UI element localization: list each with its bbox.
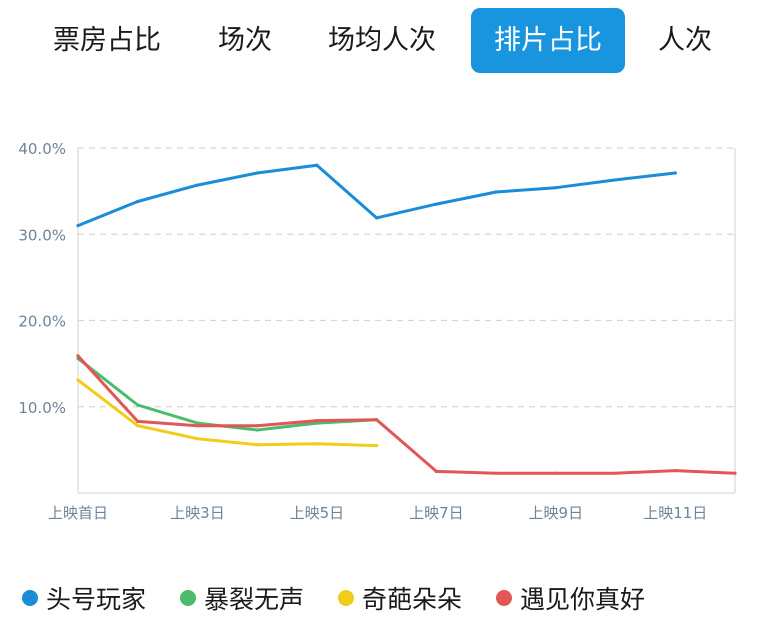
x-tick-label: 上映3日 (170, 504, 225, 522)
tab-screenings[interactable]: 场次 (218, 25, 272, 56)
data-point (434, 202, 438, 206)
tab-screening-share[interactable]: 排片占比 (471, 8, 625, 73)
data-point (733, 471, 737, 475)
data-point (136, 403, 140, 407)
data-point (375, 216, 379, 220)
series-line-3 (76, 378, 379, 448)
x-tick-label: 上映11日 (643, 504, 707, 522)
data-point (255, 443, 259, 447)
legend-label: 奇葩朵朵 (362, 585, 463, 614)
y-tick-label: 20.0% (18, 313, 66, 331)
tab-attendance[interactable]: 人次 (658, 25, 712, 56)
data-point (315, 421, 319, 425)
data-point (554, 186, 558, 190)
series-line-4 (76, 354, 737, 475)
legend-marker (180, 590, 197, 606)
legend-label: 头号玩家 (46, 585, 147, 614)
data-point (434, 469, 438, 474)
data-point (255, 424, 259, 428)
data-point (494, 190, 498, 194)
legend-item-meet-you-nicely[interactable]: 遇见你真好 (496, 580, 645, 616)
data-point (554, 471, 558, 475)
y-tick-label: 40.0% (18, 140, 66, 158)
data-point (195, 183, 200, 187)
data-point (195, 421, 200, 425)
data-point (195, 437, 200, 441)
data-point (195, 424, 200, 428)
x-tick-label: 上映7日 (409, 504, 464, 522)
legend-marker (22, 590, 38, 606)
data-point (76, 224, 80, 228)
data-point (136, 424, 140, 428)
data-point (136, 419, 140, 424)
y-tick-label: 10.0% (18, 399, 66, 417)
tab-bar: 票房占比 场次 场均人次 排片占比 人次 (0, 8, 758, 74)
tab-box-office-share[interactable]: 票房占比 (53, 25, 161, 56)
legend-marker (338, 590, 355, 606)
x-tick-label: 上映9日 (529, 504, 584, 522)
data-point (76, 378, 80, 382)
data-point (255, 428, 259, 432)
tab-avg-attendance[interactable]: 场均人次 (328, 25, 436, 56)
line-chart: 10.0% 20.0% 30.0% 40.0% 上映首日 上映3日 上映5日 上映7日 上映9日… (18, 140, 737, 522)
data-point (494, 471, 498, 475)
data-point (315, 163, 319, 167)
data-point (673, 468, 677, 473)
data-point (76, 354, 80, 358)
data-point (673, 171, 677, 175)
legend-item-ready-player-one[interactable]: 头号玩家 (22, 580, 146, 616)
x-tick-label: 上映5日 (290, 504, 345, 522)
legend-item-wrath-of-silence[interactable]: 暴裂无声 (180, 580, 304, 616)
data-point (136, 199, 140, 204)
data-point (613, 471, 618, 475)
legend-label: 遇见你真好 (520, 585, 646, 614)
data-point (375, 443, 379, 448)
x-tick-label: 上映首日 (48, 504, 108, 522)
data-point (315, 418, 319, 423)
data-point (613, 178, 618, 182)
legend-label: 暴裂无声 (204, 585, 305, 614)
legend: 头号玩家 暴裂无声 奇葩朵朵 遇见你真好 (22, 578, 752, 618)
data-point (255, 171, 259, 175)
data-point (315, 442, 319, 446)
data-point (375, 418, 379, 422)
y-tick-label: 30.0% (18, 226, 66, 244)
legend-marker (496, 590, 513, 606)
legend-item-qi-pa-duo-duo[interactable]: 奇葩朵朵 (338, 580, 462, 616)
